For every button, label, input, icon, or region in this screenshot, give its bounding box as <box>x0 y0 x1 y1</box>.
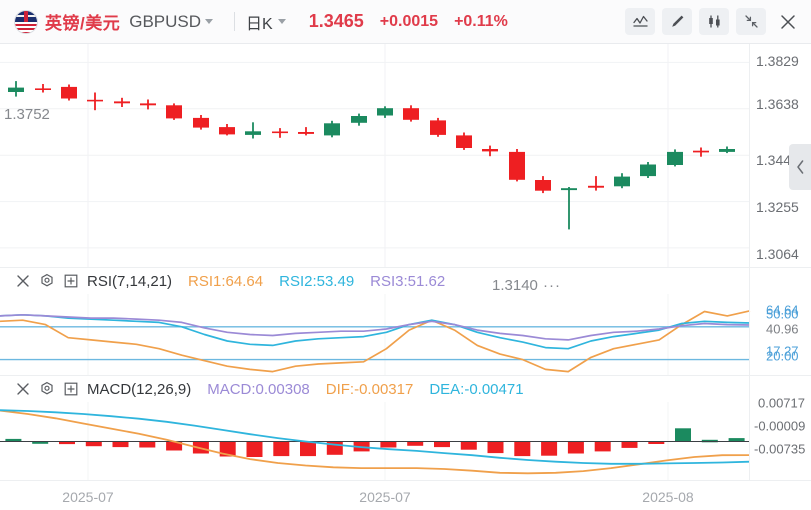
price-axis-label: 1.3638 <box>756 96 799 112</box>
close-icon[interactable] <box>14 273 31 290</box>
chevron-down-icon[interactable] <box>205 19 214 24</box>
rsi-series <box>0 294 751 376</box>
price-change: +0.0015 <box>379 12 439 30</box>
header-tool-buttons <box>625 8 803 35</box>
header-divider <box>234 12 236 31</box>
close-icon[interactable] <box>773 8 803 35</box>
price-axis-label: 1.3829 <box>756 53 799 69</box>
dif-value: DIF:-0.00317 <box>325 380 414 398</box>
macd-axis-label: 0.00717 <box>758 395 805 411</box>
last-price: 1.3465 <box>308 11 364 31</box>
rsi2-value: RSI2:53.49 <box>279 272 355 290</box>
candlestick-series <box>0 44 750 267</box>
x-axis-label: 2025-08 <box>642 489 694 505</box>
rsi-indicator-panel[interactable]: RSI(7,14,21) RSI1:64.64 RSI2:53.49 RSI3:… <box>0 267 811 376</box>
rsi-axis-label: 64.64 <box>766 302 799 318</box>
price-axis-label: 1.3064 <box>756 246 799 262</box>
price-y-axis[interactable]: 1.3829 1.3638 1.3446 1.3255 1.3064 <box>749 44 811 267</box>
draw-pencil-icon[interactable] <box>662 8 692 35</box>
macd-y-axis[interactable]: 0.00717 -0.00009 -0.00735 <box>749 376 811 480</box>
price-axis-label: 1.3446 <box>756 152 799 168</box>
rsi-axis-label: 17.27 <box>766 343 799 359</box>
dea-value: DEA:-0.00471 <box>429 380 524 398</box>
price-candlestick-panel[interactable]: 1.3752 1.3140 1.3829 1.3638 1.3446 1.325… <box>0 44 811 294</box>
rsi3-value: RSI3:51.62 <box>370 272 446 290</box>
macd-series <box>0 402 751 481</box>
low-price-annotation: 1.3140 <box>492 277 561 294</box>
chart-header-toolbar: 英镑/美元 GBPUSD 日K 1.3465 +0.0015 +0.11% <box>0 0 811 44</box>
rsi-header-row: RSI(7,14,21) RSI1:64.64 RSI2:53.49 RSI3:… <box>0 268 445 294</box>
plus-box-icon[interactable] <box>62 381 79 398</box>
x-axis-panel: 2025-07 2025-07 2025-08 <box>0 480 811 510</box>
macd-header-row: MACD(12,26,9) MACD:0.00308 DIF:-0.00317 … <box>0 376 524 402</box>
pair-name: 英镑/美元 <box>45 14 121 33</box>
x-axis-label: 2025-07 <box>359 489 411 505</box>
rsi-name: RSI(7,14,21) <box>87 272 173 290</box>
macd-indicator-panel[interactable]: MACD(12,26,9) MACD:0.00308 DIF:-0.00317 … <box>0 375 811 481</box>
shrink-fullscreen-icon[interactable] <box>736 8 766 35</box>
gear-icon[interactable] <box>38 273 55 290</box>
rsi-plot-area[interactable] <box>0 268 751 376</box>
price-change-percent: +0.11% <box>454 12 508 30</box>
gear-icon[interactable] <box>38 381 55 398</box>
gb-us-flag-icon <box>14 9 38 34</box>
rsi-axis-label: 40.96 <box>766 321 799 337</box>
price-plot-area[interactable] <box>0 44 750 267</box>
rsi-axis-label: 20.00 <box>766 348 799 364</box>
rsi-axis-label: 50.00 <box>766 306 799 322</box>
rsi-y-axis[interactable]: 64.64 50.00 40.96 17.27 20.00 <box>749 268 811 375</box>
rsi1-value: RSI1:64.64 <box>188 272 264 290</box>
macd-name: MACD(12,26,9) <box>87 380 192 398</box>
price-axis-label: 1.3255 <box>756 199 799 215</box>
chevron-down-icon[interactable] <box>277 19 286 24</box>
macd-axis-label: -0.00735 <box>754 441 806 457</box>
period-selector-label[interactable]: 日K <box>246 15 273 33</box>
high-price-annotation: 1.3752 <box>4 106 50 123</box>
close-icon[interactable] <box>14 381 31 398</box>
plus-box-icon[interactable] <box>62 273 79 290</box>
macd-value: MACD:0.00308 <box>207 380 310 398</box>
macd-plot-area[interactable] <box>0 376 751 481</box>
x-axis-label: 2025-07 <box>62 489 114 505</box>
chevron-left-icon[interactable] <box>789 144 811 190</box>
indicator-icon[interactable] <box>625 8 655 35</box>
symbol-code: GBPUSD <box>129 11 202 31</box>
macd-axis-label: -0.00009 <box>754 418 806 434</box>
candlestick-type-icon[interactable] <box>699 8 729 35</box>
